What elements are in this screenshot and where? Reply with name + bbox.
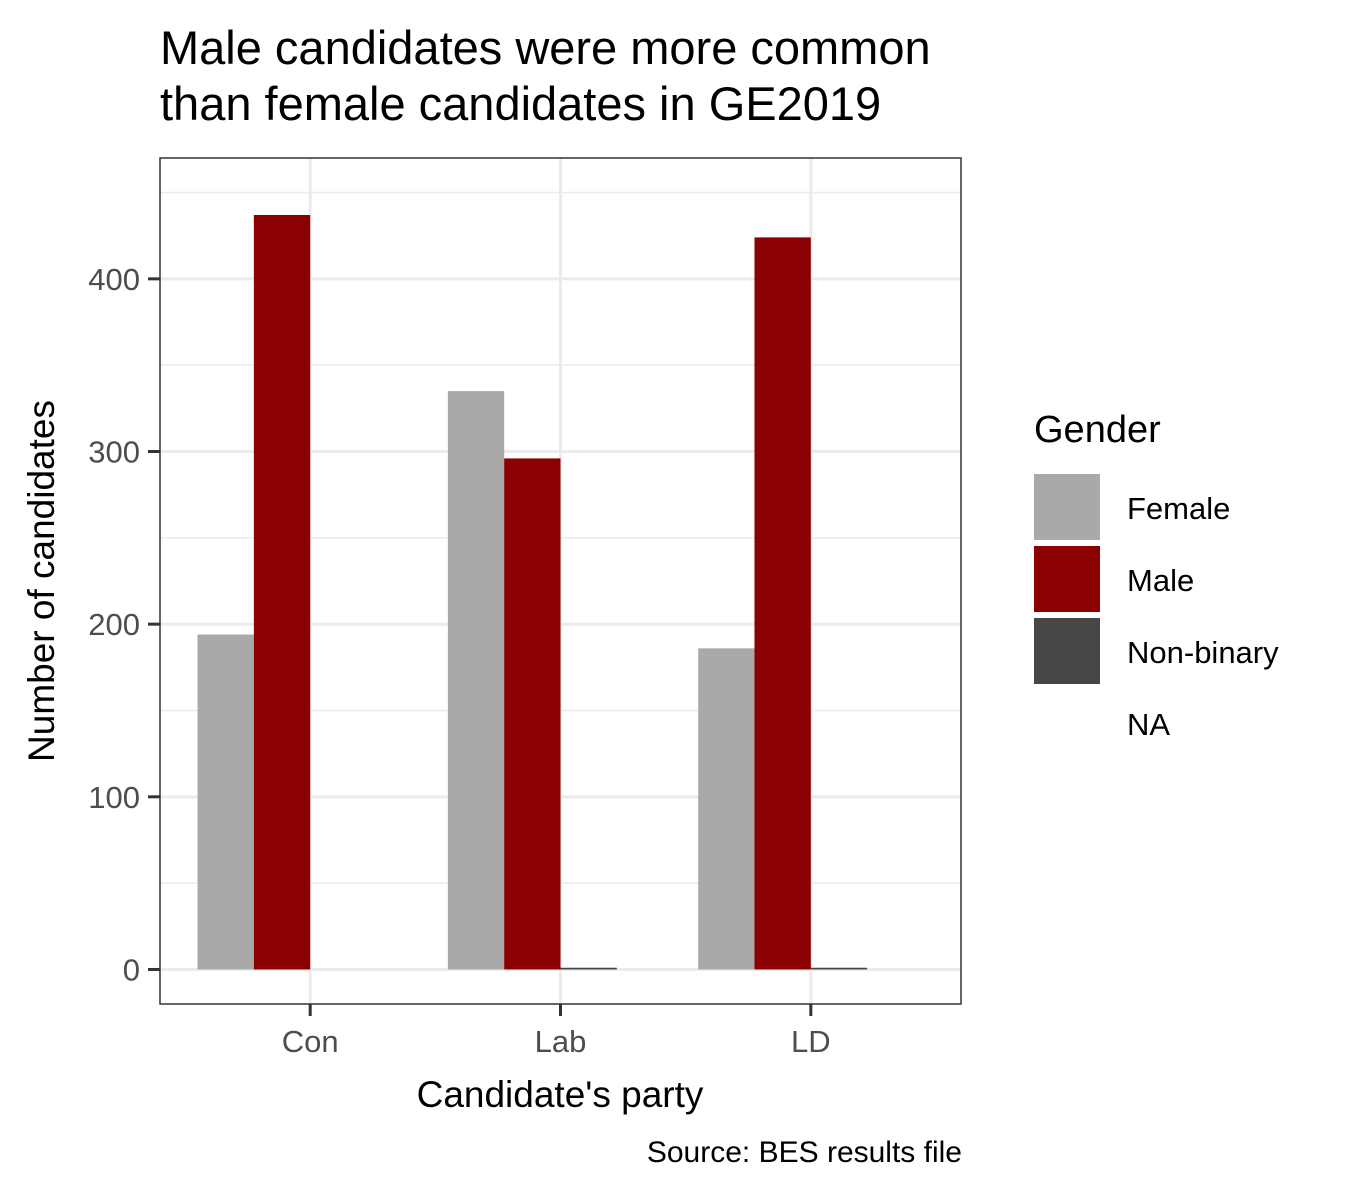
axes: 0 100 200 300 400 Con Lab LD xyxy=(88,262,830,1059)
bar-male-lab xyxy=(504,458,561,970)
legend-label-na: NA xyxy=(1127,707,1170,742)
chart-caption: Source: BES results file xyxy=(646,1136,962,1169)
x-tick-label-lab: Lab xyxy=(535,1024,587,1059)
bar-male-con xyxy=(253,214,311,970)
bar-non-binary-lab xyxy=(560,967,617,970)
legend-key-female xyxy=(1034,474,1100,540)
legend-label-female: Female xyxy=(1127,491,1230,526)
legend-key-non-binary xyxy=(1034,618,1100,684)
x-tick-label-con: Con xyxy=(282,1024,339,1059)
y-tick-label-100: 100 xyxy=(88,780,140,815)
bar-male-ld xyxy=(754,237,811,970)
bars xyxy=(197,214,868,970)
x-axis-label: Candidate's party xyxy=(417,1074,704,1115)
legend-title: Gender xyxy=(1034,409,1161,451)
legend-label-non-binary: Non-binary xyxy=(1127,635,1279,670)
legend: Gender Female Male Non-binary NA xyxy=(1034,409,1279,756)
y-axis-label: Number of candidates xyxy=(21,400,62,762)
y-tick-label-300: 300 xyxy=(88,435,140,470)
legend-key-na xyxy=(1034,690,1100,756)
bar-female-ld xyxy=(698,648,755,970)
chart-title-line-1: Male candidates were more common xyxy=(160,21,931,74)
chart-title-line-2: than female candidates in GE2019 xyxy=(160,77,882,130)
y-tick-label-0: 0 xyxy=(123,952,140,987)
legend-label-male: Male xyxy=(1127,563,1194,598)
y-tick-label-400: 400 xyxy=(88,262,140,297)
chart-title: Male candidates were more common than fe… xyxy=(160,20,1310,132)
bar-female-con xyxy=(197,634,254,970)
bar-female-lab xyxy=(447,391,505,970)
y-tick-label-200: 200 xyxy=(88,607,140,642)
bar-non-binary-ld xyxy=(810,967,868,970)
x-tick-label-ld: LD xyxy=(791,1024,831,1059)
legend-key-male xyxy=(1034,546,1100,612)
